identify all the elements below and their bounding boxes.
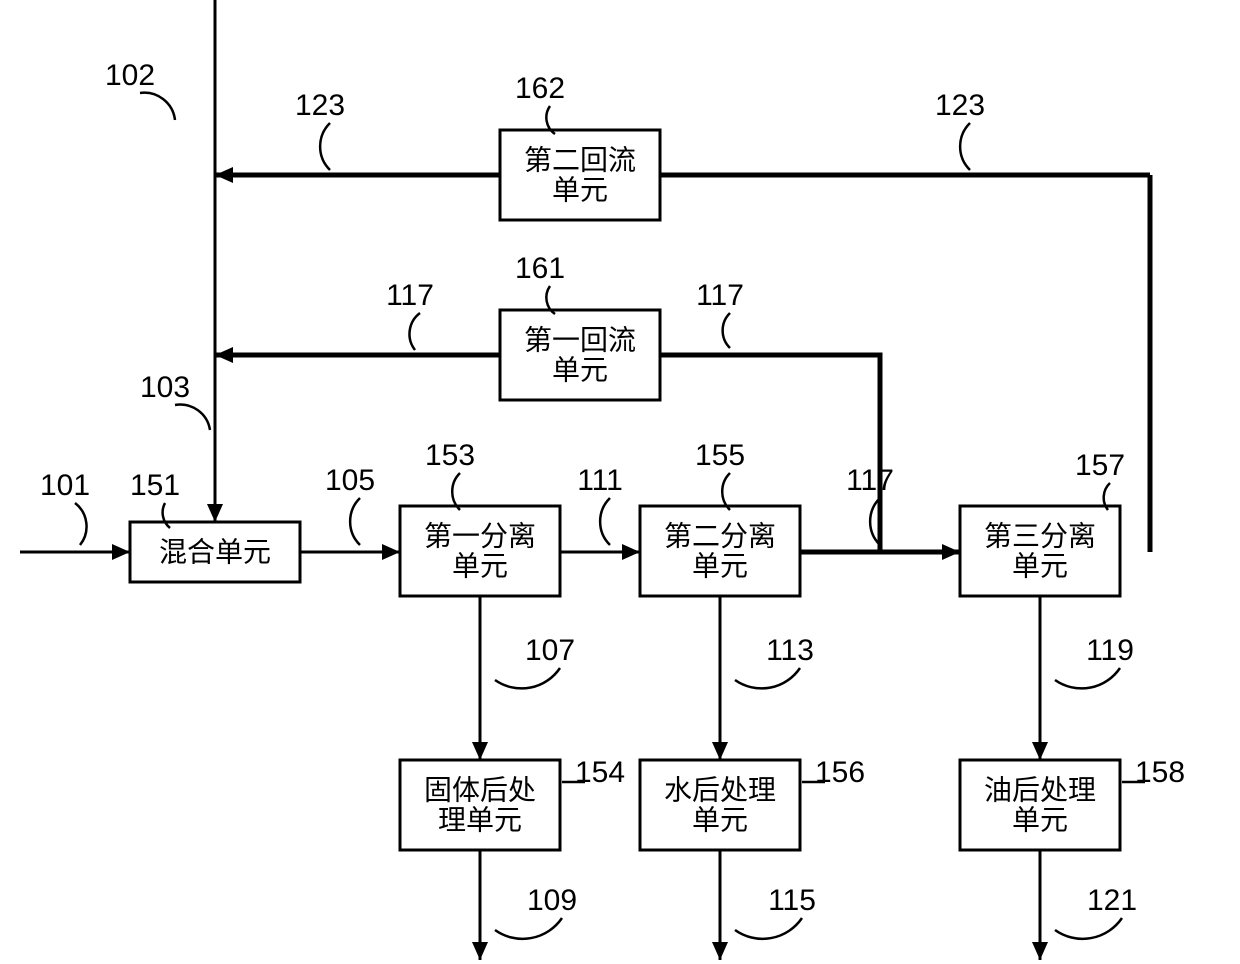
label-n105: 105 bbox=[325, 464, 375, 497]
leader-n107 bbox=[495, 668, 560, 688]
arrowhead bbox=[942, 544, 960, 560]
leader-n119 bbox=[1055, 668, 1120, 688]
label-n115: 115 bbox=[768, 884, 816, 917]
label-n123b: 123 bbox=[935, 89, 985, 122]
label-n107: 107 bbox=[525, 634, 575, 667]
box-label: 单元 bbox=[552, 354, 608, 386]
leader-n103 bbox=[175, 405, 210, 430]
leader-n155 bbox=[722, 473, 730, 510]
label-n121: 121 bbox=[1087, 884, 1137, 917]
leader-n123a bbox=[320, 123, 330, 170]
box-label: 单元 bbox=[692, 804, 748, 836]
label-n113: 113 bbox=[766, 634, 814, 667]
box-post2: 水后处理单元 bbox=[640, 760, 800, 850]
box-sep3: 第三分离单元 bbox=[960, 506, 1120, 596]
arrowhead bbox=[712, 742, 728, 760]
label-n101: 101 bbox=[40, 469, 90, 502]
arrowhead bbox=[622, 544, 640, 560]
box-post1: 固体后处理单元 bbox=[400, 760, 560, 850]
leader-n109 bbox=[495, 918, 562, 939]
box-label: 第二回流 bbox=[524, 144, 636, 176]
box-ref2: 第二回流单元 bbox=[500, 130, 660, 220]
leader-n117b bbox=[723, 313, 730, 348]
label-n117b: 117 bbox=[696, 279, 744, 312]
box-label: 第一回流 bbox=[524, 324, 636, 356]
label-n117a: 117 bbox=[386, 279, 434, 312]
label-n157: 157 bbox=[1075, 449, 1125, 482]
label-n117c: 117 bbox=[846, 464, 894, 497]
box-mix: 混合单元 bbox=[130, 522, 300, 582]
box-ref1: 第一回流单元 bbox=[500, 310, 660, 400]
leader-n113 bbox=[735, 668, 800, 688]
label-n109: 109 bbox=[527, 884, 577, 917]
box-label: 单元 bbox=[692, 550, 748, 582]
arrowhead bbox=[712, 942, 728, 960]
label-n158: 158 bbox=[1135, 756, 1185, 789]
box-label: 水后处理 bbox=[664, 774, 776, 806]
box-post3: 油后处理单元 bbox=[960, 760, 1120, 850]
box-sep2: 第二分离单元 bbox=[640, 506, 800, 596]
arrowhead bbox=[207, 504, 223, 522]
leader-n121 bbox=[1055, 918, 1122, 939]
label-n155: 155 bbox=[695, 439, 745, 472]
box-label: 固体后处 bbox=[424, 774, 536, 806]
box-label: 理单元 bbox=[438, 804, 522, 836]
leader-n115 bbox=[735, 918, 802, 939]
arrowhead bbox=[215, 347, 233, 363]
box-label: 第三分离 bbox=[984, 520, 1096, 552]
label-n102: 102 bbox=[105, 59, 155, 92]
label-n161: 161 bbox=[515, 252, 565, 285]
arrowhead bbox=[472, 742, 488, 760]
box-label: 油后处理 bbox=[984, 774, 1096, 806]
leader-n153 bbox=[452, 473, 460, 510]
label-n119: 119 bbox=[1086, 634, 1134, 667]
leader-n105 bbox=[350, 498, 360, 545]
label-n111: 111 bbox=[577, 464, 623, 497]
box-sep1: 第一分离单元 bbox=[400, 506, 560, 596]
box-label: 混合单元 bbox=[159, 536, 271, 568]
box-label: 第二分离 bbox=[664, 520, 776, 552]
label-n103: 103 bbox=[140, 371, 190, 404]
box-label: 单元 bbox=[552, 174, 608, 206]
arrowhead bbox=[112, 544, 130, 560]
box-label: 第一分离 bbox=[424, 520, 536, 552]
label-n156: 156 bbox=[815, 756, 865, 789]
arrowhead bbox=[472, 942, 488, 960]
leader-n101 bbox=[75, 503, 87, 545]
box-label: 单元 bbox=[1012, 804, 1068, 836]
label-n151: 151 bbox=[130, 469, 180, 502]
label-n162: 162 bbox=[515, 72, 565, 105]
arrowhead bbox=[215, 167, 233, 183]
arrowhead bbox=[1032, 942, 1048, 960]
leader-n123b bbox=[960, 123, 970, 170]
leader-n111 bbox=[600, 498, 610, 545]
leader-n117a bbox=[409, 313, 420, 350]
label-n153: 153 bbox=[425, 439, 475, 472]
box-label: 单元 bbox=[452, 550, 508, 582]
leader-n102 bbox=[140, 93, 175, 120]
arrowhead bbox=[382, 544, 400, 560]
label-n123a: 123 bbox=[295, 89, 345, 122]
label-n154: 154 bbox=[575, 756, 625, 789]
box-label: 单元 bbox=[1012, 550, 1068, 582]
arrowhead bbox=[1032, 742, 1048, 760]
